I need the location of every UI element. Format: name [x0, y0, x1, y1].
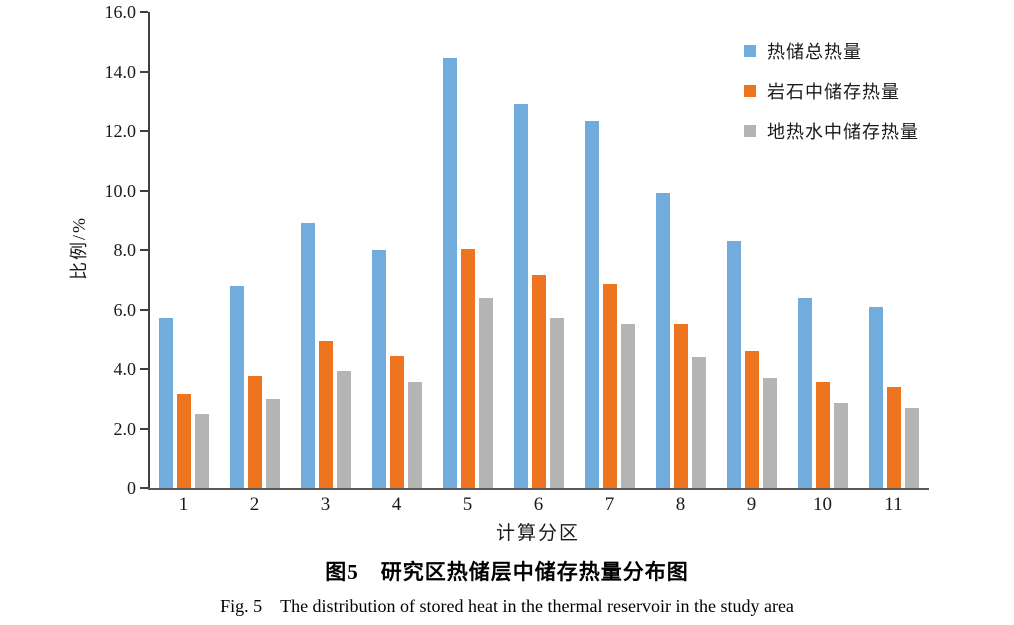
- bar: [336, 370, 351, 488]
- bar: [762, 377, 777, 488]
- bar: [478, 297, 493, 488]
- bar: [886, 386, 901, 488]
- y-tick-label: 16.0: [104, 2, 137, 22]
- x-axis-line: [148, 488, 929, 490]
- x-tick-label: 2: [249, 494, 260, 515]
- y-tick-label: 8.0: [113, 240, 137, 260]
- x-axis-label: 计算分区: [495, 523, 580, 544]
- x-tick-label: 1: [178, 494, 189, 515]
- y-tick-mark: [140, 427, 148, 430]
- bar: [389, 355, 404, 488]
- bar: [513, 104, 528, 488]
- bar: [194, 413, 209, 488]
- y-tick-label: 0: [127, 478, 136, 498]
- y-tick-mark: [140, 189, 148, 192]
- y-axis-line: [148, 12, 150, 488]
- legend-label: 热储总热量: [767, 42, 862, 62]
- bar: [371, 250, 386, 488]
- x-tick-label: 4: [391, 494, 402, 515]
- y-tick-mark: [140, 249, 148, 251]
- bar: [797, 297, 812, 488]
- bar: [265, 398, 280, 488]
- y-tick-label: 4.0: [113, 359, 137, 379]
- bar: [407, 382, 422, 488]
- legend-label: 地热水中储存热量: [767, 122, 919, 142]
- y-tick-label: 14.0: [104, 61, 137, 82]
- y-tick-mark: [140, 11, 148, 13]
- x-tick-label: 10: [813, 494, 832, 515]
- bar: [531, 275, 546, 488]
- x-tick-label: 6: [533, 494, 544, 515]
- y-tick-mark: [140, 368, 148, 370]
- y-tick-label: 6.0: [113, 299, 137, 320]
- caption-chinese: 图5 研究区热储层中储存热量分布图: [325, 560, 689, 584]
- legend-label: 岩石中储存热量: [767, 82, 900, 102]
- y-tick-mark: [140, 130, 148, 132]
- x-tick-label: 11: [884, 494, 903, 515]
- y-tick-label: 12.0: [104, 121, 137, 141]
- bar: [673, 324, 688, 488]
- bar: [460, 248, 475, 488]
- bar: [833, 403, 848, 488]
- bar: [868, 306, 883, 488]
- bar: [815, 382, 830, 488]
- y-tick-mark: [140, 487, 148, 489]
- bar: [549, 318, 564, 488]
- legend-swatch-icon: [744, 45, 756, 57]
- bar: [158, 318, 173, 488]
- legend-swatch-icon: [744, 85, 756, 97]
- bar: [904, 407, 919, 488]
- bar: [300, 223, 315, 488]
- legend-item: 岩石中储存热量: [744, 78, 919, 104]
- plot-area: 1 2 3 4 5 6 7 8 9 10 11: [140, 11, 929, 515]
- bar: [318, 340, 333, 488]
- bar: [247, 376, 262, 488]
- legend-item: 热储总热量: [744, 38, 919, 64]
- legend-swatch-icon: [744, 125, 756, 137]
- bar: [229, 285, 244, 488]
- bar: [726, 241, 741, 488]
- bar: [655, 193, 670, 488]
- x-tick-label: 8: [675, 494, 686, 515]
- x-tick-label: 9: [746, 494, 757, 515]
- bar: [584, 120, 599, 488]
- bar: [602, 284, 617, 488]
- bar: [176, 394, 191, 488]
- y-tick-mark: [140, 70, 148, 73]
- y-tick-label: 2.0: [113, 418, 137, 439]
- x-tick-label: 5: [462, 494, 473, 515]
- bar: [691, 357, 706, 488]
- y-tick-label: 10.0: [104, 180, 137, 201]
- bar: [620, 324, 635, 488]
- legend: 热储总热量岩石中储存热量 地热水中储存热量: [744, 38, 919, 144]
- legend-item: 地热水中储存热量: [744, 118, 919, 144]
- x-tick-label: 3: [320, 494, 331, 515]
- bar: [442, 58, 457, 488]
- x-tick-label: 7: [604, 494, 615, 515]
- y-tick-mark: [140, 308, 148, 311]
- bar: [744, 351, 759, 488]
- caption-english: Fig. 5 The distribution of stored heat i…: [220, 596, 794, 616]
